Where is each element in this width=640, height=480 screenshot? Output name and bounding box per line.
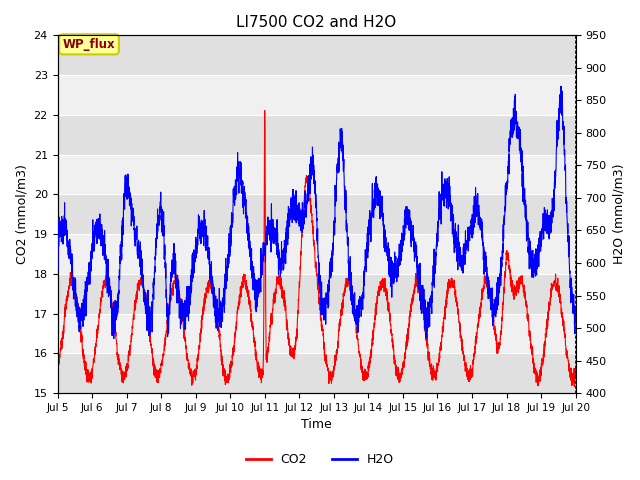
Bar [58,115,575,155]
Bar [58,194,575,234]
Title: LI7500 CO2 and H2O: LI7500 CO2 and H2O [236,15,397,30]
Legend: CO2, H2O: CO2, H2O [241,448,399,471]
Bar [58,274,575,313]
Bar [58,353,575,393]
Bar [58,75,575,115]
Y-axis label: CO2 (mmol/m3): CO2 (mmol/m3) [15,164,28,264]
Text: WP_flux: WP_flux [63,38,115,51]
Bar [58,36,575,75]
Bar [58,234,575,274]
Bar [58,155,575,194]
Y-axis label: H2O (mmol/m3): H2O (mmol/m3) [612,164,625,264]
X-axis label: Time: Time [301,419,332,432]
Bar [58,313,575,353]
